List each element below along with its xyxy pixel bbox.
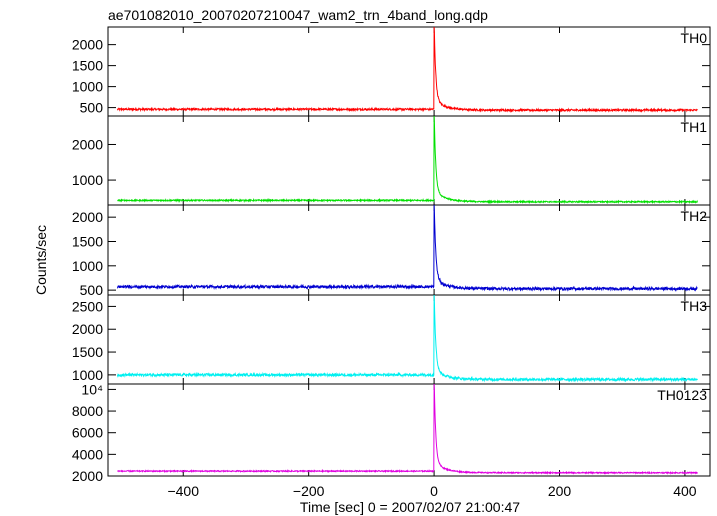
y-tick-label: 1000 (72, 172, 103, 188)
x-tick-label: −200 (293, 483, 325, 499)
series-th3 (116, 294, 698, 383)
chart-title: ae701082010_20070207210047_wam2_trn_4ban… (108, 7, 488, 23)
x-tick-label: 200 (548, 483, 572, 499)
x-tick-label: −400 (167, 483, 199, 499)
x-axis: −400 −200 0 200 400 (167, 483, 696, 499)
panel-frame (107, 115, 711, 206)
y-tick-label: 1500 (72, 58, 103, 74)
panel-th0: 500 1000 1500 2000 TH0 (72, 26, 711, 117)
y-tick-label: 2000 (72, 321, 103, 337)
panel-frame (107, 383, 711, 477)
panel-label: TH0 (681, 30, 708, 46)
y-axis-label: Counts/sec (33, 225, 49, 295)
panel-frame (107, 26, 711, 117)
y-tick-label: 500 (80, 282, 104, 298)
y-tick-label: 2000 (72, 136, 103, 152)
y-tick-label: 2000 (72, 37, 103, 53)
y-tick-label: 500 (80, 100, 104, 116)
x-tick-label: 400 (673, 483, 697, 499)
x-tick-label: 0 (430, 483, 438, 499)
panel-label: TH1 (681, 119, 708, 135)
y-tick-label: 8000 (72, 403, 103, 419)
y-tick-label: 1000 (72, 367, 103, 383)
panel-label: TH2 (681, 208, 708, 224)
y-tick-label: 1500 (72, 233, 103, 249)
series-th1 (117, 115, 698, 205)
y-tick-label: 6000 (72, 425, 103, 441)
series-th2 (116, 204, 698, 292)
y-tick-label: 2000 (72, 209, 103, 225)
x-axis-label: Time [sec] 0 = 2007/02/07 21:00:47 (300, 499, 520, 515)
panel-th3: 1000 1500 2000 2500 TH3 (72, 294, 711, 385)
y-tick-label: 1000 (72, 258, 103, 274)
series-th0 (116, 26, 698, 113)
panel-frame (107, 294, 711, 385)
y-tick-label: 10⁴ (81, 381, 103, 397)
y-tick-label: 1500 (72, 344, 103, 360)
panel-th1: 1000 2000 TH1 (72, 115, 711, 206)
chart-panels: 500 1000 1500 2000 TH0 1000 2000 TH1 500 1000 1500… (72, 26, 711, 484)
series-th0123 (117, 383, 698, 476)
y-tick-label: 4000 (72, 446, 103, 462)
y-tick-label: 2500 (72, 298, 103, 314)
panel-th2: 500 1000 1500 2000 TH2 (72, 204, 711, 298)
panel-label: TH3 (681, 298, 708, 314)
y-tick-label: 1000 (72, 79, 103, 95)
y-tick-label: 2000 (72, 468, 103, 484)
panel-th0123: 2000 4000 6000 8000 10⁴ TH0123 (72, 381, 711, 484)
panel-label: TH0123 (657, 387, 707, 403)
panel-frame (107, 204, 711, 296)
